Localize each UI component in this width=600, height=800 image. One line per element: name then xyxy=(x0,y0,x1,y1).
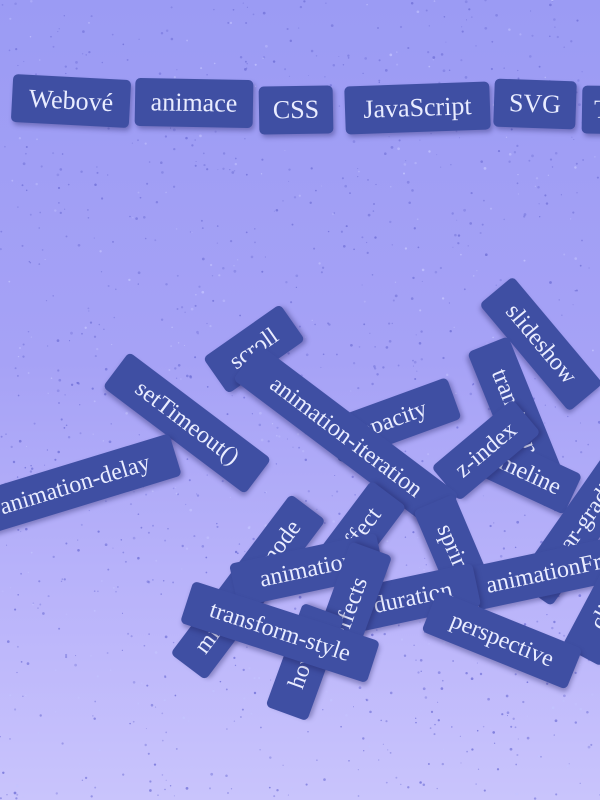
tag-webove[interactable]: Webové xyxy=(10,73,132,129)
tag-svg[interactable]: SVG xyxy=(493,78,577,130)
tag-animationframe[interactable]: animationFrame xyxy=(470,535,600,611)
tag-javascript[interactable]: JavaScript xyxy=(344,81,491,135)
tag-t[interactable]: T xyxy=(581,85,600,135)
tag-css[interactable]: CSS xyxy=(258,85,334,135)
tag-animace[interactable]: animace xyxy=(134,77,254,129)
tag-animation-iteration[interactable]: animation-iteration xyxy=(232,344,460,530)
tag-animation-delay[interactable]: animation-delay xyxy=(0,433,182,537)
